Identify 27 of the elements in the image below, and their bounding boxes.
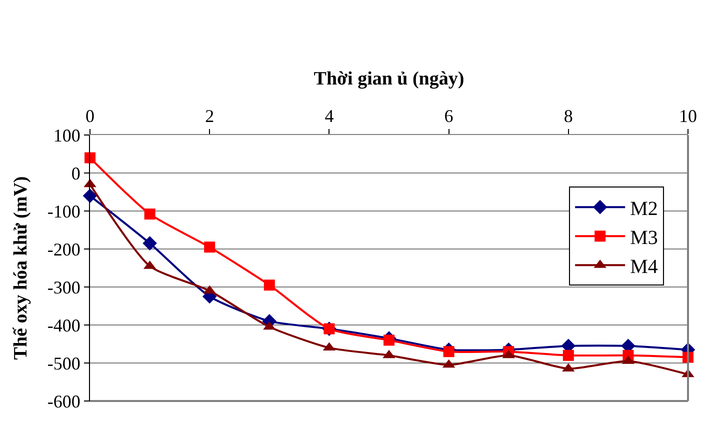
x-axis-title: Thời gian ủ (ngày): [314, 68, 464, 90]
point: [562, 350, 574, 361]
y-tick-label: -300: [47, 277, 80, 298]
legend-label: M3: [630, 226, 658, 249]
y-tick-label: 0: [71, 163, 80, 184]
x-tick-label: 2: [205, 106, 214, 126]
y-tick-label: -400: [47, 315, 80, 336]
point: [204, 242, 216, 253]
x-tick-label: 0: [86, 106, 94, 126]
x-tick-label: 4: [324, 106, 334, 126]
y-tick-label: 100: [53, 125, 80, 146]
point: [384, 334, 394, 346]
y-tick-label: -100: [47, 201, 80, 222]
legend-label: M4: [630, 256, 658, 278]
point: [443, 346, 454, 358]
x-tick-label: 8: [564, 106, 573, 126]
legend-label: M2: [630, 198, 658, 220]
x-tick-label: 6: [444, 106, 454, 126]
point: [144, 208, 156, 220]
x-tick-label: 10: [679, 106, 697, 126]
y-tick-label: -600: [47, 391, 80, 412]
point: [142, 236, 157, 250]
point: [264, 280, 275, 291]
y-axis-title: Thế oxy hóa khử (mV): [10, 176, 32, 360]
y-tick-label: -200: [47, 239, 80, 260]
point: [84, 152, 96, 164]
y-tick-label: -500: [47, 353, 80, 374]
